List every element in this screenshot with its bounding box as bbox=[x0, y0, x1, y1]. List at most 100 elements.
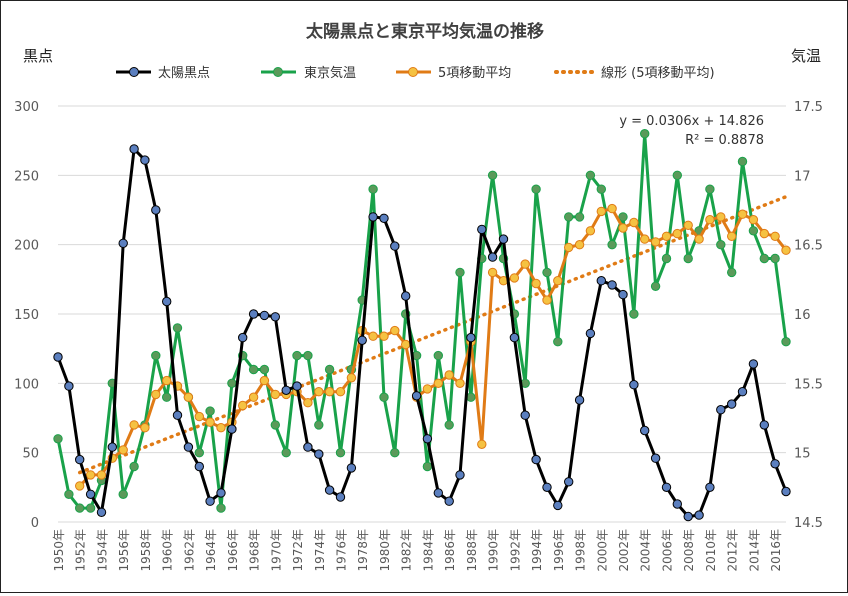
moving-average-point bbox=[151, 389, 161, 400]
legend-item-linear-trend: 線形 (5項移動平均) bbox=[554, 65, 715, 81]
sunspot-point bbox=[661, 482, 672, 492]
x-tick-label: 1962年 bbox=[182, 529, 196, 572]
legend-label-linear-trend: 線形 (5項移動平均) bbox=[601, 65, 715, 81]
right-axis-ticks: 14.5 15 15.5 16 16.5 17 17.5 bbox=[794, 100, 823, 531]
tokyo-temp-point bbox=[85, 503, 96, 513]
moving-average-point bbox=[379, 331, 389, 341]
moving-average-point bbox=[140, 423, 150, 433]
x-tick-label: 2010年 bbox=[704, 529, 718, 572]
tokyo-temp-point bbox=[683, 253, 693, 264]
tokyo-temp-point bbox=[281, 448, 291, 458]
moving-average-point bbox=[259, 375, 270, 386]
moving-average-point bbox=[346, 373, 357, 383]
sunspot-point bbox=[433, 488, 443, 498]
x-tick-label: 1968年 bbox=[248, 529, 262, 572]
legend-item-tokyo-temp: 東京気温 bbox=[261, 65, 356, 81]
moving-average-point bbox=[531, 278, 541, 289]
sunspot-point bbox=[683, 511, 693, 522]
sunspot-line bbox=[56, 147, 788, 518]
x-tick-label: 1988年 bbox=[465, 529, 479, 572]
tokyo-temp-point bbox=[129, 461, 139, 472]
tokyo-temp-point bbox=[379, 392, 389, 402]
moving-average-point bbox=[129, 420, 139, 430]
moving-average-point bbox=[216, 423, 226, 433]
sunspot-point bbox=[737, 387, 748, 397]
moving-average-point bbox=[401, 339, 411, 350]
x-tick-label: 2008年 bbox=[682, 529, 696, 572]
sunspot-point bbox=[553, 500, 563, 511]
moving-average-point bbox=[585, 226, 596, 236]
tokyo-temp-point bbox=[770, 253, 780, 264]
moving-average-point bbox=[705, 215, 715, 225]
moving-average-point bbox=[390, 325, 400, 336]
left-tick-label: 150 bbox=[14, 308, 39, 323]
trendline bbox=[77, 194, 788, 475]
sunspot-point bbox=[390, 241, 400, 251]
tokyo-temp-point bbox=[216, 503, 226, 513]
moving-average-point bbox=[324, 387, 335, 397]
tokyo-temp-point bbox=[466, 392, 476, 402]
x-axis-ticks: 1950年 1952年 1954年 1956年 1958年 1960年 1962年 1964年… bbox=[52, 529, 783, 572]
tokyo-temp-point bbox=[433, 350, 443, 361]
tokyo-temp-point bbox=[650, 281, 661, 291]
sunspot-point bbox=[629, 380, 639, 390]
right-tick-label: 17.5 bbox=[794, 100, 823, 115]
sunspot-point bbox=[248, 309, 259, 319]
right-tick-label: 15 bbox=[794, 447, 811, 462]
moving-average-point bbox=[422, 384, 433, 394]
sunspot-point bbox=[303, 442, 313, 452]
sunspot-point bbox=[498, 234, 509, 244]
tokyo-temp-point bbox=[727, 267, 737, 278]
tokyo-temp-point bbox=[292, 350, 302, 361]
trendline-equation: y = 0.0306x + 14.826 bbox=[619, 114, 764, 129]
x-tick-label: 1956年 bbox=[117, 529, 131, 572]
tokyo-temp-point bbox=[618, 212, 628, 222]
sunspot-point bbox=[727, 399, 737, 409]
sunspot-point bbox=[640, 425, 650, 436]
sunspot-point bbox=[118, 238, 128, 249]
sunspot-point bbox=[531, 454, 541, 465]
moving-average-point bbox=[781, 245, 791, 255]
tokyo-temp-point bbox=[607, 240, 617, 250]
sunspot-point bbox=[64, 381, 74, 391]
x-tick-label: 1984年 bbox=[421, 529, 435, 572]
moving-average-point bbox=[477, 439, 487, 449]
sunspot-point bbox=[770, 459, 780, 469]
moving-average-point bbox=[759, 228, 769, 239]
tokyo-temp-point bbox=[531, 184, 541, 194]
moving-average-point bbox=[314, 387, 324, 397]
sunspot-point bbox=[107, 442, 118, 452]
left-tick-label: 200 bbox=[14, 239, 39, 254]
tokyo-temp-point bbox=[194, 448, 205, 458]
moving-average-point bbox=[455, 378, 465, 388]
sunspot-point bbox=[520, 410, 530, 420]
sunspot-point bbox=[281, 385, 291, 395]
moving-average-point bbox=[737, 209, 748, 219]
x-tick-label: 1952年 bbox=[74, 529, 88, 572]
x-tick-label: 1990年 bbox=[487, 529, 501, 572]
x-tick-label: 1992年 bbox=[508, 529, 522, 572]
x-tick-label: 1972年 bbox=[291, 529, 305, 572]
tokyo-temp-point bbox=[118, 489, 128, 499]
x-tick-label: 2014年 bbox=[747, 529, 761, 572]
sunspot-point bbox=[96, 507, 107, 517]
right-tick-label: 14.5 bbox=[794, 516, 823, 531]
sunspot-point bbox=[705, 482, 715, 492]
tokyo-temp-point bbox=[444, 420, 454, 430]
sunspot-point bbox=[172, 410, 183, 420]
moving-average-point bbox=[183, 392, 194, 402]
moving-average-point bbox=[433, 378, 443, 388]
sunspot-point bbox=[748, 359, 759, 369]
moving-average-point bbox=[85, 470, 96, 480]
x-tick-label: 1954年 bbox=[95, 529, 109, 572]
sunspot-point bbox=[162, 296, 172, 307]
sunspot-point bbox=[564, 477, 574, 487]
sunspot-point bbox=[216, 488, 226, 498]
tokyo-temp-point bbox=[716, 240, 726, 250]
sunspot-point bbox=[444, 496, 454, 506]
tokyo-temp-point bbox=[314, 420, 324, 430]
sunspot-point bbox=[759, 420, 769, 430]
moving-average-point bbox=[683, 220, 693, 231]
sunspot-point bbox=[368, 212, 378, 222]
